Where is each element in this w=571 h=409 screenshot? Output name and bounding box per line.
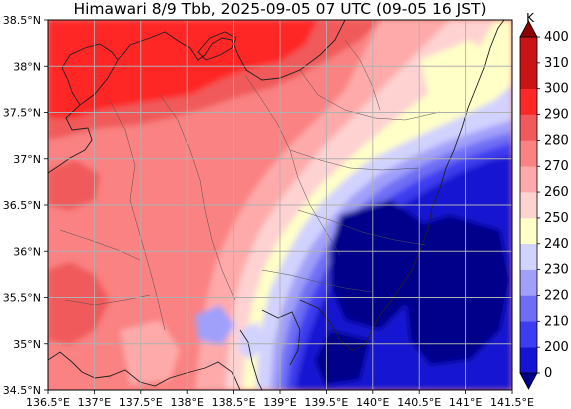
- colorbar-bin: [520, 295, 537, 322]
- x-tick-label: 141.5°E: [490, 396, 534, 409]
- tbb-region-290k-n: [48, 20, 380, 140]
- tbb-region-220k: [278, 132, 512, 390]
- colorbar-bin: [520, 217, 537, 245]
- tbb-region-270k-sw: [120, 320, 180, 385]
- colorbar-bin: [520, 321, 537, 348]
- x-tick-label: 139.5°E: [304, 396, 348, 409]
- coastline-japan-sea: [48, 20, 346, 174]
- colorbar-bin: [520, 347, 537, 374]
- colorbar-tick-label: 0: [544, 366, 552, 381]
- x-axis: 136.5°E 137°E 137.5°E 138°E 138.5°E 139°E 139.…: [26, 390, 534, 409]
- y-tick-label: 38.5°N: [3, 14, 41, 27]
- tbb-region-290k-w: [48, 160, 100, 210]
- x-tick-label: 141°E: [449, 396, 482, 409]
- tbb-region-250k-ne: [420, 40, 495, 100]
- x-tick-label: 138°E: [170, 396, 203, 409]
- colorbar-tick-label: 240: [544, 237, 569, 252]
- colorbar-tick-label: 200: [544, 340, 569, 355]
- coastline-boso: [299, 20, 505, 351]
- coastline-noto: [61, 43, 119, 106]
- tbb-region-230k: [270, 120, 512, 390]
- y-tick-label: 37°N: [13, 153, 41, 166]
- colorbar-frame: [519, 36, 538, 374]
- colorbar-bin: [520, 114, 537, 141]
- colorbar-tick-label: 290: [544, 108, 569, 123]
- y-tick-label: 37.5°N: [3, 107, 41, 120]
- tbb-cell-sw2: [238, 322, 265, 360]
- prefecture-borders: [59, 39, 441, 331]
- colorbar-tick-label: 310: [544, 56, 569, 71]
- x-tick-label: 140.5°E: [397, 396, 441, 409]
- x-tick-label: 138.5°E: [212, 396, 256, 409]
- colorbar-bin: [520, 37, 537, 64]
- x-tick-label: 139°E: [263, 396, 296, 409]
- y-tick-label: 36.5°N: [3, 199, 41, 212]
- x-tick-label: 137.5°E: [119, 396, 163, 409]
- coastlines: [48, 20, 505, 390]
- coastline-izu: [239, 329, 263, 390]
- coastline-sagami: [261, 309, 301, 366]
- colorbar-bin: [520, 62, 537, 89]
- y-tick-label: 35°N: [13, 338, 41, 351]
- colorbar-tick-label: 400: [544, 30, 569, 45]
- tbb-region-300k: [48, 20, 318, 118]
- tbb-region-0k-b: [400, 215, 510, 365]
- tbb-region-240k: [256, 85, 512, 390]
- colorbar-tick-label: 280: [544, 133, 569, 148]
- x-tick-label: 140°E: [356, 396, 389, 409]
- colorbar-bin: [520, 243, 537, 270]
- y-tick-label: 35.5°N: [3, 292, 41, 305]
- coastline-pacific-a: [48, 351, 241, 390]
- colorbar-tick-label: 250: [544, 211, 569, 226]
- y-tick-label: 34.5°N: [3, 384, 41, 397]
- colorbar-tick-label: 300: [544, 82, 569, 97]
- y-axis: 38.5°N 38°N 37.5°N 37°N 36.5°N 36°N 35.5°N 35°N…: [3, 14, 48, 397]
- colorbar-bin: [520, 140, 537, 167]
- colorbar-bin: [520, 88, 537, 115]
- x-tick-label: 137°E: [78, 396, 111, 409]
- colorbar-tick-label: 210: [544, 314, 569, 329]
- tbb-cell-sw: [195, 305, 235, 345]
- colorbar-bin: [520, 166, 537, 193]
- colorbar-extend-min: [519, 372, 538, 390]
- colorbar-tick-label: 220: [544, 288, 569, 303]
- colorbar-tick-label: 270: [544, 159, 569, 174]
- colorbar-tick-label: 230: [544, 263, 569, 278]
- map-title: Himawari 8/9 Tbb, 2025-09-05 07 UTC (09-…: [73, 0, 487, 18]
- colorbar-unit-label: K: [526, 11, 534, 25]
- y-tick-label: 36°N: [13, 245, 41, 258]
- colorbar-bin: [520, 192, 537, 219]
- y-tick-label: 38°N: [13, 60, 41, 73]
- graticule: [48, 20, 512, 390]
- colorbar-bin: [520, 269, 537, 296]
- x-tick-label: 136.5°E: [26, 396, 70, 409]
- colorbar: 0 200 210 220 230 240 250 260 270 280 290 300 310 400: [519, 20, 569, 390]
- colorbar-tick-label: 260: [544, 185, 569, 200]
